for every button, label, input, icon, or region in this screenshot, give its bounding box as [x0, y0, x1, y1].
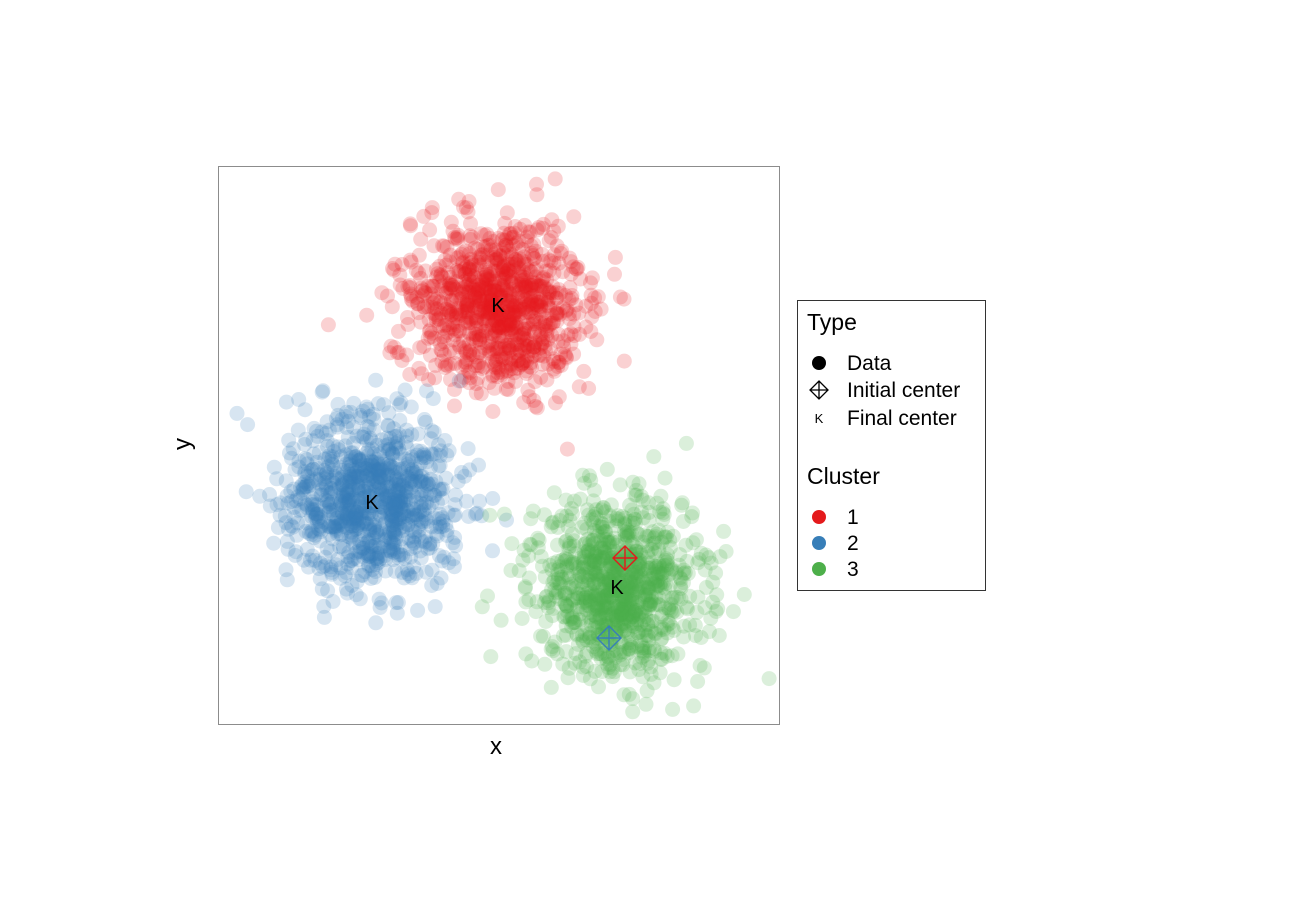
legend-item-final-center: K Final center	[807, 406, 957, 430]
x-axis-label: x	[490, 733, 502, 760]
green-circle-icon	[807, 557, 831, 581]
k-letter-icon: K	[814, 410, 824, 426]
legend-item-cluster-2: 2	[807, 531, 859, 555]
legend-type-title: Type	[807, 309, 857, 335]
initial-center-markers	[596, 545, 638, 651]
legend-label: Initial center	[847, 378, 961, 402]
legend-item-cluster-3: 3	[807, 557, 859, 581]
red-circle-icon	[807, 505, 831, 529]
plot-panel: K K K	[218, 166, 780, 725]
legend-item-initial-center: Initial center	[807, 378, 960, 402]
legend-label: Data	[847, 351, 892, 375]
data-points	[229, 171, 777, 720]
y-axis-label: y	[169, 438, 196, 450]
filled-circle-icon	[807, 351, 831, 375]
legend-label: 3	[847, 557, 859, 581]
legend-label: 2	[847, 531, 859, 555]
legend-item-cluster-1: 1	[807, 505, 859, 529]
legend-item-data: Data	[807, 351, 891, 375]
blue-circle-icon	[807, 531, 831, 555]
legend-label: Final center	[847, 406, 957, 430]
legend-label: 1	[847, 505, 859, 529]
scatter-plot-area: K K K	[229, 171, 777, 720]
svg-text:K: K	[365, 492, 379, 514]
final-center-markers: K K K	[365, 295, 624, 599]
diamond-plus-icon	[807, 378, 831, 402]
svg-text:K: K	[491, 295, 505, 317]
legend: Type Data Initial center K Final center …	[797, 300, 986, 591]
legend-cluster-title: Cluster	[807, 463, 880, 489]
svg-text:K: K	[610, 577, 624, 599]
